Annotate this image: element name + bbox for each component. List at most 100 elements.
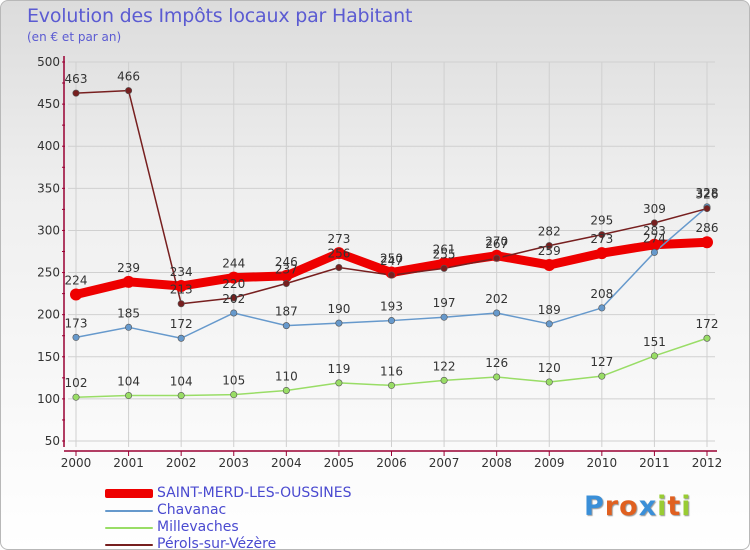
data-point-chavanac bbox=[282, 322, 290, 330]
data-point-saint-merd bbox=[175, 280, 188, 293]
y-tick-label: 450 bbox=[37, 97, 60, 111]
data-point-chavanac bbox=[387, 317, 395, 325]
data-point-chavanac bbox=[545, 320, 553, 328]
data-point-saint-merd bbox=[595, 247, 608, 260]
x-tick-label: 2003 bbox=[218, 456, 249, 470]
data-label-millevaches: 120 bbox=[538, 361, 561, 375]
data-label-perols: 463 bbox=[65, 72, 88, 86]
y-tick-label: 150 bbox=[37, 350, 60, 364]
legend-item-millevaches: Millevaches bbox=[105, 519, 405, 536]
data-point-saint-merd bbox=[543, 258, 556, 271]
y-tick-label: 200 bbox=[37, 308, 60, 322]
data-label-perols: 255 bbox=[433, 247, 456, 261]
data-label-saint-merd: 273 bbox=[327, 232, 350, 246]
data-label-millevaches: 116 bbox=[380, 364, 403, 378]
data-point-perols bbox=[545, 242, 553, 250]
data-point-saint-merd bbox=[648, 238, 661, 251]
data-label-chavanac: 208 bbox=[590, 287, 613, 301]
data-label-perols: 213 bbox=[170, 283, 193, 297]
data-point-chavanac bbox=[650, 248, 658, 256]
data-point-perols bbox=[230, 294, 238, 302]
y-tick-label: 500 bbox=[37, 55, 60, 69]
data-point-millevaches bbox=[335, 379, 343, 387]
x-tick-label: 2012 bbox=[692, 456, 723, 470]
data-label-saint-merd: 250 bbox=[380, 252, 403, 266]
x-tick-label: 2004 bbox=[271, 456, 302, 470]
data-point-perols bbox=[703, 205, 711, 213]
y-tick-label: 250 bbox=[37, 266, 60, 280]
data-label-millevaches: 126 bbox=[485, 356, 508, 370]
data-label-perols: 466 bbox=[117, 70, 140, 84]
data-label-chavanac: 197 bbox=[433, 296, 456, 310]
chart-subtitle: (en € et par an) bbox=[27, 30, 122, 44]
data-label-perols: 237 bbox=[275, 263, 298, 277]
data-label-saint-merd: 286 bbox=[696, 221, 719, 235]
data-point-chavanac bbox=[177, 334, 185, 342]
data-point-millevaches bbox=[177, 392, 185, 400]
data-point-chavanac bbox=[598, 304, 606, 312]
y-tick-label: 50 bbox=[45, 434, 60, 448]
legend-label-perols: Pérols-sur-Vézère bbox=[157, 536, 277, 550]
legend-item-saint-merd: SAINT-MERD-LES-OUSSINES bbox=[105, 485, 405, 502]
data-label-perols: 247 bbox=[380, 254, 403, 268]
y-tick-label: 400 bbox=[37, 139, 60, 153]
data-point-perols bbox=[125, 87, 133, 95]
data-label-millevaches: 105 bbox=[222, 374, 245, 388]
x-tick-label: 2007 bbox=[429, 456, 460, 470]
legend-item-perols: Pérols-sur-Vézère bbox=[105, 536, 405, 550]
data-point-saint-merd bbox=[280, 269, 293, 282]
data-point-saint-merd bbox=[227, 271, 240, 284]
data-label-millevaches: 104 bbox=[117, 375, 140, 389]
data-point-saint-merd bbox=[332, 247, 345, 260]
data-point-chavanac bbox=[125, 323, 133, 331]
data-point-chavanac bbox=[230, 309, 238, 317]
data-point-millevaches bbox=[493, 373, 501, 381]
data-label-saint-merd: 234 bbox=[170, 265, 193, 279]
x-tick-label: 2008 bbox=[481, 456, 512, 470]
data-point-millevaches bbox=[387, 381, 395, 389]
data-label-saint-merd: 283 bbox=[643, 224, 666, 238]
legend-label-saint-merd: SAINT-MERD-LES-OUSSINES bbox=[157, 485, 352, 501]
data-label-saint-merd: 246 bbox=[275, 255, 298, 269]
data-point-saint-merd bbox=[438, 257, 451, 270]
data-label-perols: 267 bbox=[485, 237, 508, 251]
data-label-saint-merd: 259 bbox=[538, 244, 561, 258]
data-point-perols bbox=[650, 219, 658, 227]
data-label-chavanac: 185 bbox=[117, 306, 140, 320]
data-label-millevaches: 110 bbox=[275, 369, 298, 383]
data-point-millevaches bbox=[282, 386, 290, 394]
data-label-perols: 220 bbox=[222, 277, 245, 291]
x-tick-label: 2011 bbox=[639, 456, 670, 470]
data-label-saint-merd: 239 bbox=[117, 261, 140, 275]
data-label-saint-merd: 270 bbox=[485, 235, 508, 249]
x-tick-label: 2006 bbox=[376, 456, 407, 470]
y-tick-label: 100 bbox=[37, 392, 60, 406]
data-point-chavanac bbox=[440, 313, 448, 321]
data-point-perols bbox=[177, 300, 185, 308]
data-point-millevaches bbox=[230, 391, 238, 399]
data-label-millevaches: 122 bbox=[433, 359, 456, 373]
data-point-millevaches bbox=[545, 378, 553, 386]
data-point-perols bbox=[387, 271, 395, 279]
data-label-saint-merd: 273 bbox=[590, 232, 613, 246]
data-label-millevaches: 127 bbox=[590, 355, 613, 369]
data-point-millevaches bbox=[125, 392, 133, 400]
legend-item-chavanac: Chavanac bbox=[105, 502, 405, 519]
data-point-perols bbox=[598, 231, 606, 239]
x-tick-label: 2009 bbox=[534, 456, 565, 470]
data-point-saint-merd bbox=[70, 288, 82, 301]
data-label-perols: 256 bbox=[327, 247, 350, 261]
data-label-chavanac: 189 bbox=[538, 303, 561, 317]
data-label-perols: 282 bbox=[538, 225, 561, 239]
data-point-chavanac bbox=[72, 333, 80, 341]
data-label-chavanac: 274 bbox=[643, 231, 666, 245]
data-label-millevaches: 151 bbox=[643, 335, 666, 349]
x-tick-label: 2000 bbox=[61, 456, 92, 470]
data-point-perols bbox=[72, 89, 80, 97]
x-tick-label: 2002 bbox=[166, 456, 197, 470]
data-label-perols: 309 bbox=[643, 202, 666, 216]
chart-legend: SAINT-MERD-LES-OUSSINES Chavanac Milleva… bbox=[105, 485, 405, 550]
data-label-chavanac: 202 bbox=[222, 292, 245, 306]
data-label-perols: 295 bbox=[590, 214, 613, 228]
